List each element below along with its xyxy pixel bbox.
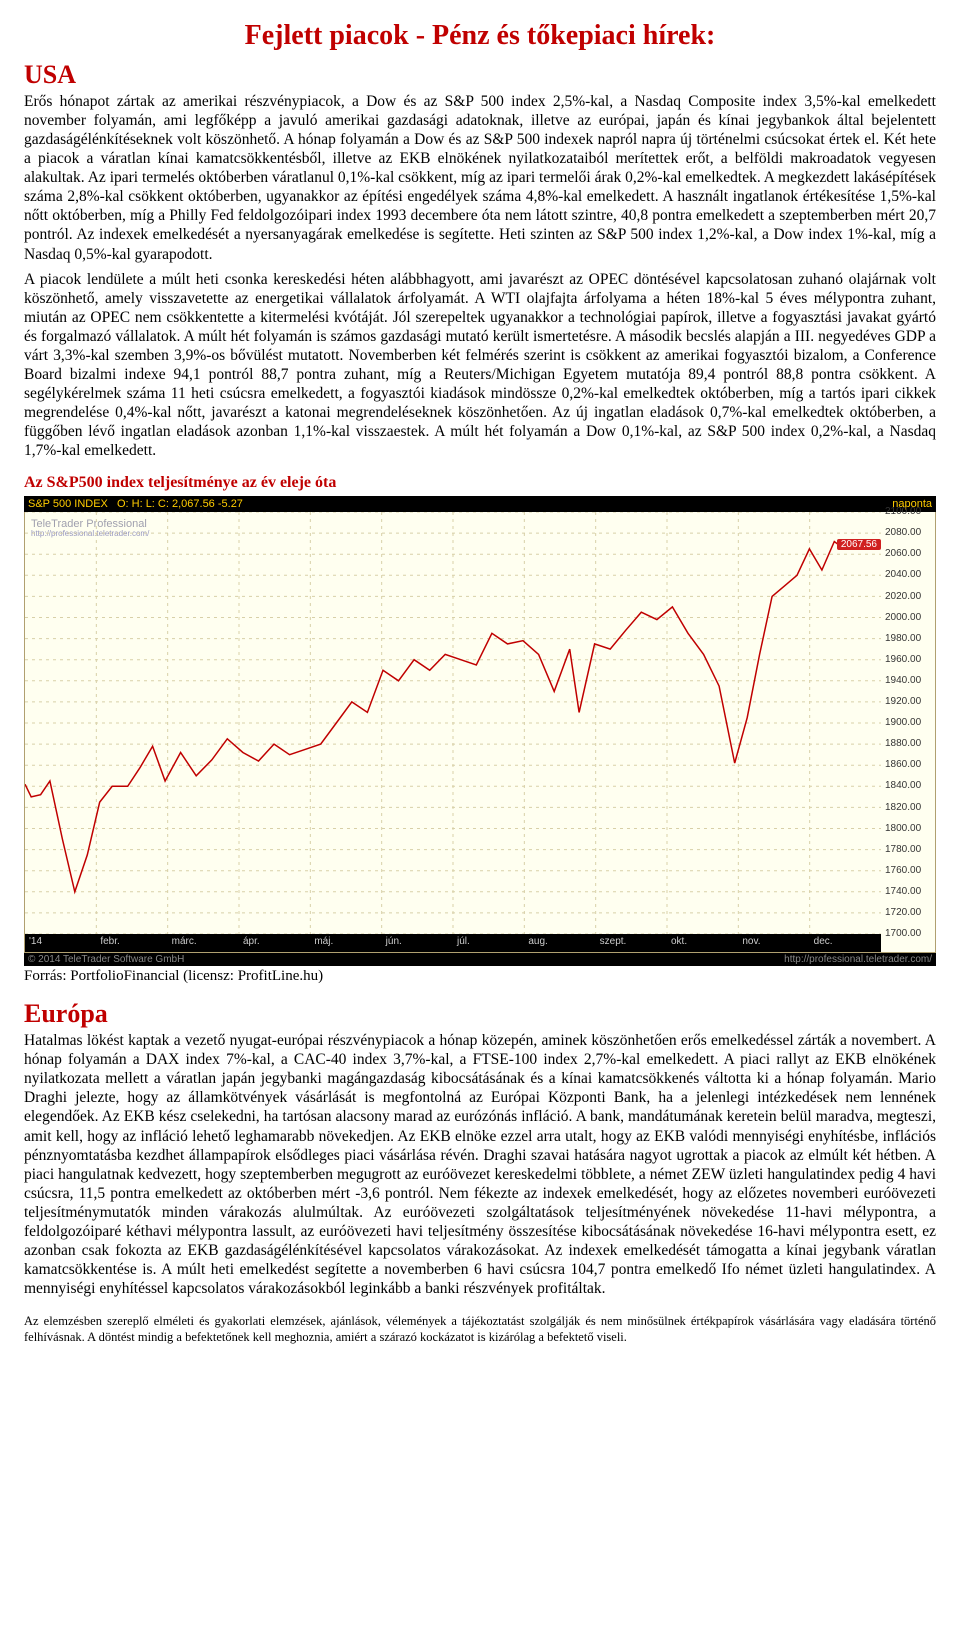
x-tick-label: nov. <box>742 936 760 947</box>
usa-paragraph-2: A piacok lendülete a múlt heti csonka ke… <box>24 270 936 461</box>
sp500-chart: S&P 500 INDEX O: H: L: C: 2,067.56 -5.27… <box>24 496 936 966</box>
x-tick-label: '14 <box>29 936 42 947</box>
chart-symbol: S&P 500 INDEX <box>28 498 108 510</box>
x-tick-label: aug. <box>528 936 547 947</box>
x-tick-label: márc. <box>172 936 197 947</box>
chart-body: TeleTrader Professional http://professio… <box>24 512 936 953</box>
y-tick-label: 1940.00 <box>885 675 921 686</box>
chart-plot <box>25 512 881 934</box>
europa-paragraph-1: Hatalmas lökést kaptak a vezető nyugat-e… <box>24 1031 936 1298</box>
x-tick-label: júl. <box>457 936 470 947</box>
chart-caption: Az S&P500 index teljesítménye az év elej… <box>24 474 936 492</box>
y-tick-label: 2100.00 <box>885 506 921 517</box>
y-tick-label: 1760.00 <box>885 865 921 876</box>
page-title: Fejlett piacok - Pénz és tőkepiaci hírek… <box>24 20 936 52</box>
y-tick-label: 2000.00 <box>885 612 921 623</box>
y-tick-label: 1820.00 <box>885 802 921 813</box>
chart-source: Forrás: PortfolioFinancial (licensz: Pro… <box>24 968 936 985</box>
chart-last-value-marker: 2067.56 <box>837 539 881 550</box>
chart-footer: © 2014 TeleTrader Software GmbH http://p… <box>24 953 936 966</box>
section-heading-usa: USA <box>24 60 936 90</box>
y-tick-label: 1840.00 <box>885 780 921 791</box>
chart-y-axis: 1700.001720.001740.001760.001780.001800.… <box>881 512 935 934</box>
y-tick-label: 1980.00 <box>885 633 921 644</box>
chart-ohlc: O: H: L: C: 2,067.56 -5.27 <box>117 498 243 510</box>
y-tick-label: 1700.00 <box>885 928 921 939</box>
y-tick-label: 1740.00 <box>885 886 921 897</box>
y-tick-label: 1960.00 <box>885 654 921 665</box>
y-tick-label: 1860.00 <box>885 759 921 770</box>
y-tick-label: 2040.00 <box>885 569 921 580</box>
x-tick-label: szept. <box>600 936 627 947</box>
y-tick-label: 2060.00 <box>885 548 921 559</box>
chart-copyright: © 2014 TeleTrader Software GmbH <box>28 954 184 965</box>
y-tick-label: 1900.00 <box>885 717 921 728</box>
y-tick-label: 1920.00 <box>885 696 921 707</box>
chart-url: http://professional.teletrader.com/ <box>784 954 932 965</box>
x-tick-label: febr. <box>100 936 119 947</box>
chart-header: S&P 500 INDEX O: H: L: C: 2,067.56 -5.27… <box>24 496 936 512</box>
x-tick-label: dec. <box>814 936 833 947</box>
y-tick-label: 1880.00 <box>885 738 921 749</box>
y-tick-label: 1780.00 <box>885 844 921 855</box>
x-tick-label: jún. <box>386 936 402 947</box>
x-tick-label: ápr. <box>243 936 260 947</box>
section-heading-europa: Európa <box>24 999 936 1029</box>
y-tick-label: 1720.00 <box>885 907 921 918</box>
y-tick-label: 2020.00 <box>885 591 921 602</box>
x-tick-label: okt. <box>671 936 687 947</box>
y-tick-label: 2080.00 <box>885 527 921 538</box>
y-tick-label: 1800.00 <box>885 823 921 834</box>
disclaimer: Az elemzésben szereplő elméleti és gyako… <box>24 1314 936 1345</box>
usa-paragraph-1: Erős hónapot zártak az amerikai részvény… <box>24 92 936 264</box>
chart-x-axis: '14 febr. márc. ápr. máj. jún. júl. aug. szept. o… <box>25 934 881 952</box>
x-tick-label: máj. <box>314 936 333 947</box>
